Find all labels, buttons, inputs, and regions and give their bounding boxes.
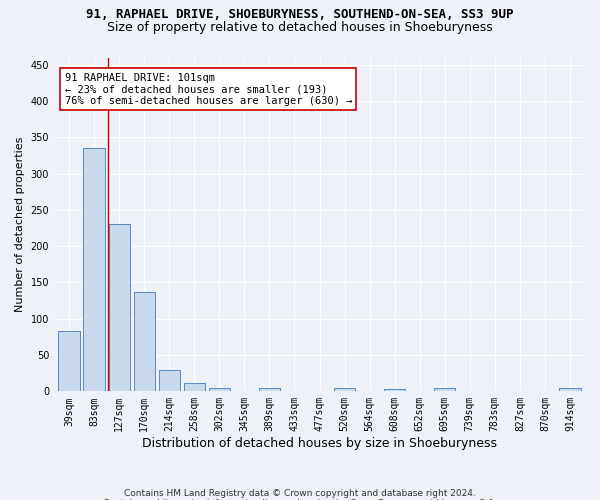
Bar xyxy=(83,148,105,392)
Text: 91 RAPHAEL DRIVE: 101sqm
← 23% of detached houses are smaller (193)
76% of semi-: 91 RAPHAEL DRIVE: 101sqm ← 23% of detach… xyxy=(65,72,352,106)
Bar xyxy=(384,389,406,392)
Bar xyxy=(334,388,355,392)
Bar xyxy=(158,370,180,392)
Text: Contains HM Land Registry data © Crown copyright and database right 2024.: Contains HM Land Registry data © Crown c… xyxy=(124,488,476,498)
Text: Size of property relative to detached houses in Shoeburyness: Size of property relative to detached ho… xyxy=(107,21,493,34)
Bar xyxy=(209,388,230,392)
Bar xyxy=(559,388,581,392)
Text: 91, RAPHAEL DRIVE, SHOEBURYNESS, SOUTHEND-ON-SEA, SS3 9UP: 91, RAPHAEL DRIVE, SHOEBURYNESS, SOUTHEN… xyxy=(86,8,514,20)
Bar xyxy=(134,292,155,392)
Bar xyxy=(109,224,130,392)
Y-axis label: Number of detached properties: Number of detached properties xyxy=(15,136,25,312)
Bar xyxy=(58,331,80,392)
X-axis label: Distribution of detached houses by size in Shoeburyness: Distribution of detached houses by size … xyxy=(142,437,497,450)
Text: Contains public sector information licensed under the Open Government Licence v3: Contains public sector information licen… xyxy=(103,498,497,500)
Bar xyxy=(434,388,455,392)
Bar xyxy=(184,384,205,392)
Bar xyxy=(259,388,280,392)
